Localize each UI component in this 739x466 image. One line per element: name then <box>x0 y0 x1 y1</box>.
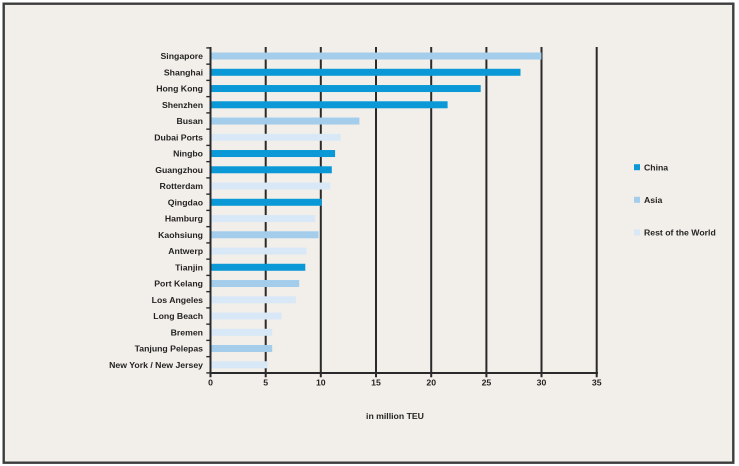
svg-text:New York / New Jersey: New York / New Jersey <box>109 360 203 370</box>
svg-text:Hong Kong: Hong Kong <box>156 84 203 94</box>
svg-text:Bremen: Bremen <box>171 327 203 337</box>
svg-text:in million TEU: in million TEU <box>366 411 424 421</box>
svg-text:0: 0 <box>208 378 213 388</box>
svg-text:20: 20 <box>426 378 436 388</box>
svg-text:Asia: Asia <box>644 195 663 205</box>
svg-text:China: China <box>644 162 668 172</box>
svg-text:Tianjin: Tianjin <box>175 262 203 272</box>
svg-text:Kaohsiung: Kaohsiung <box>158 230 203 240</box>
svg-text:Hamburg: Hamburg <box>165 214 203 224</box>
svg-text:Busan: Busan <box>176 116 203 126</box>
svg-text:Tanjung Pelepas: Tanjung Pelepas <box>135 344 204 354</box>
svg-text:15: 15 <box>371 378 381 388</box>
svg-text:Antwerp: Antwerp <box>168 246 203 256</box>
svg-text:Dubai Ports: Dubai Ports <box>154 132 203 142</box>
svg-text:35: 35 <box>592 378 602 388</box>
svg-text:Rotterdam: Rotterdam <box>160 181 204 191</box>
svg-text:30: 30 <box>537 378 547 388</box>
svg-text:25: 25 <box>482 378 492 388</box>
svg-text:5: 5 <box>263 378 268 388</box>
svg-text:Singapore: Singapore <box>161 51 204 61</box>
svg-text:Long Beach: Long Beach <box>153 311 203 321</box>
svg-text:Rest of the World: Rest of the World <box>644 228 716 238</box>
svg-text:Shenzhen: Shenzhen <box>162 100 203 110</box>
svg-text:Shanghai: Shanghai <box>164 67 203 77</box>
svg-text:Port Kelang: Port Kelang <box>154 279 203 289</box>
svg-text:Ningbo: Ningbo <box>173 149 203 159</box>
svg-text:Qingdao: Qingdao <box>168 197 203 207</box>
svg-text:Guangzhou: Guangzhou <box>155 165 203 175</box>
svg-text:Los Angeles: Los Angeles <box>152 295 203 305</box>
svg-text:10: 10 <box>316 378 326 388</box>
